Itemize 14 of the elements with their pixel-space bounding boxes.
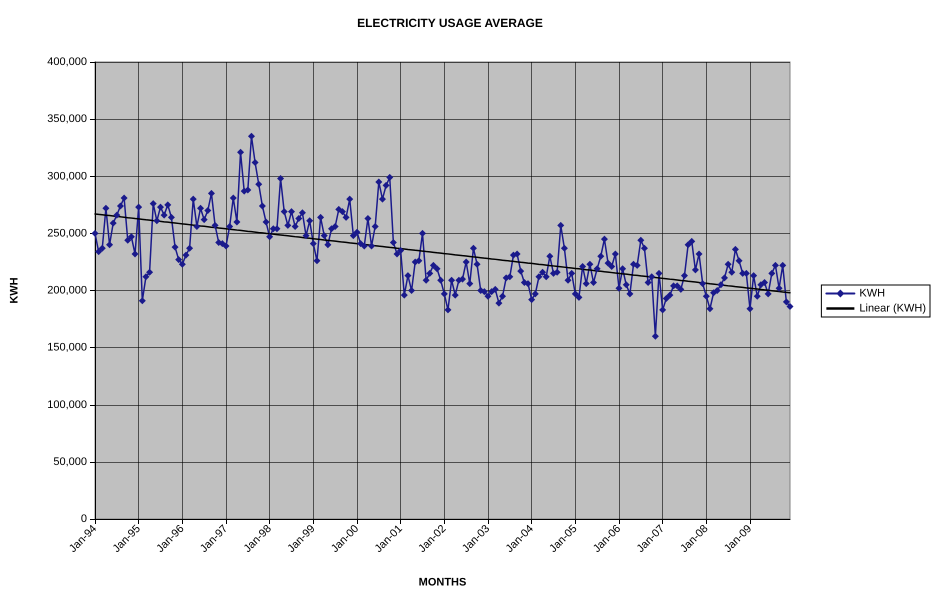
y-tick-label: 350,000 [47, 113, 87, 126]
y-tick-label: 250,000 [47, 227, 87, 240]
y-tick-label: 200,000 [47, 284, 87, 296]
y-tick-label: 150,000 [47, 342, 87, 354]
y-tick-label: 50,000 [53, 456, 87, 468]
y-tick-label: 100,000 [47, 398, 87, 411]
y-tick-label: 0 [80, 513, 87, 525]
y-tick-label: 400,000 [47, 56, 87, 68]
legend-label: Linear (KWH) [859, 302, 926, 314]
legend-label: KWH [859, 288, 886, 300]
y-axis-title: KWH [8, 277, 20, 304]
x-axis-title: MONTHS [418, 576, 466, 588]
y-tick-label: 300,000 [47, 170, 87, 182]
chart-title: ELECTRICITY USAGE AVERAGE [357, 16, 543, 30]
